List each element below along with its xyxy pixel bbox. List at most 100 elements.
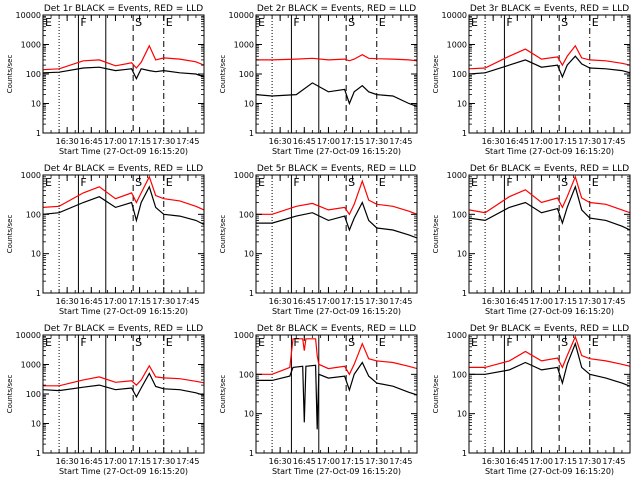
flag-label: E — [166, 176, 173, 189]
flag-label: E — [592, 176, 599, 189]
x-tick-label: 16:45 — [293, 457, 316, 466]
panel-title: Det 9r BLACK = Events, RED = LLD — [470, 324, 629, 334]
flag-label: S — [135, 16, 142, 29]
panel-title: Det 1r BLACK = Events, RED = LLD — [44, 4, 203, 14]
series-events — [256, 361, 417, 430]
flag-label: S — [135, 336, 142, 349]
x-axis-label: Start Time (27-Oct-09 16:15:20) — [272, 307, 401, 316]
y-tick-label: 1 — [36, 129, 41, 138]
series-group — [43, 364, 204, 399]
x-axis-label: Start Time (27-Oct-09 16:15:20) — [272, 147, 401, 156]
y-tick-label: 10000 — [442, 11, 467, 20]
series-group — [469, 44, 630, 79]
x-tick-label: 16:30 — [269, 457, 292, 466]
y-tick-label: 10 — [244, 250, 254, 259]
x-tick-label: 17:15 — [128, 137, 151, 146]
x-tick-label: 17:30 — [578, 457, 601, 466]
y-tick-label: 1000 — [447, 171, 467, 180]
series-lld — [256, 338, 417, 376]
flag-label: F — [506, 176, 512, 189]
x-tick-label: 16:30 — [56, 137, 79, 146]
x-tick-label: 17:30 — [578, 137, 601, 146]
series-events — [43, 185, 204, 226]
panel-det-6: Det 6r BLACK = Events, RED = LLD E F S E 1 10 1… — [432, 164, 631, 316]
y-axis-label: Counts/sec — [6, 375, 14, 414]
series-group — [43, 44, 204, 80]
x-tick-label: 17:15 — [554, 457, 577, 466]
y-tick-label: 1000 — [21, 171, 41, 180]
y-tick-label: 100 — [26, 390, 41, 399]
x-tick-label: 17:45 — [602, 457, 625, 466]
x-axis-label: Start Time (27-Oct-09 16:15:20) — [485, 147, 614, 156]
x-tick-label: 16:45 — [80, 297, 103, 306]
x-tick-label: 16:45 — [80, 137, 103, 146]
x-tick-label: 17:45 — [602, 137, 625, 146]
flag-label: E — [592, 16, 599, 29]
y-tick-label: 100 — [452, 210, 467, 219]
flag-label: E — [379, 336, 386, 349]
flag-label: E — [592, 336, 599, 349]
series-lld — [43, 44, 204, 71]
y-tick-label: 1 — [462, 289, 467, 298]
y-tick-label: 1 — [36, 289, 41, 298]
x-tick-label: 17:45 — [176, 137, 199, 146]
x-tick-label: 17:00 — [530, 297, 553, 306]
y-tick-label: 100 — [26, 210, 41, 219]
x-tick-label: 16:45 — [293, 297, 316, 306]
x-tick-label: 17:00 — [104, 457, 127, 466]
flag-label: E — [258, 16, 265, 29]
x-axis-label: Start Time (27-Oct-09 16:15:20) — [272, 467, 401, 476]
x-tick-label: 17:30 — [152, 297, 175, 306]
panel-det-2: Det 2r BLACK = Events, RED = LLD E F S E 1 10 1… — [219, 4, 418, 156]
x-tick-label: 17:45 — [176, 457, 199, 466]
y-tick-label: 100 — [239, 70, 254, 79]
y-tick-label: 10000 — [16, 11, 41, 20]
y-tick-label: 10 — [31, 100, 41, 109]
plot-frame — [42, 334, 205, 454]
flag-label: S — [348, 336, 355, 349]
flag-label: F — [80, 336, 86, 349]
flag-label: E — [379, 16, 386, 29]
flag-label: E — [471, 336, 478, 349]
x-tick-label: 17:45 — [389, 297, 412, 306]
x-tick-label: 17:30 — [365, 297, 388, 306]
y-tick-label: 1 — [249, 129, 254, 138]
x-tick-label: 17:15 — [341, 457, 364, 466]
x-tick-label: 17:30 — [365, 137, 388, 146]
flag-label: S — [348, 176, 355, 189]
series-lld — [469, 335, 630, 369]
plot-frame — [255, 174, 418, 294]
y-tick-label: 10000 — [229, 11, 254, 20]
y-tick-label: 10 — [457, 410, 467, 419]
plot-frame — [42, 14, 205, 134]
flag-label: E — [379, 176, 386, 189]
y-tick-label: 100 — [239, 210, 254, 219]
flag-label: E — [45, 16, 52, 29]
y-axis-label: Counts/sec — [6, 215, 14, 254]
series-events — [469, 55, 630, 79]
x-tick-label: 16:30 — [482, 297, 505, 306]
flag-label: F — [80, 176, 86, 189]
plot-frame — [255, 14, 418, 134]
y-axis-label: Counts/sec — [6, 55, 14, 94]
y-tick-label: 1 — [36, 449, 41, 458]
y-tick-label: 1 — [249, 289, 254, 298]
series-group — [469, 175, 630, 231]
flag-label: F — [506, 336, 512, 349]
x-tick-label: 17:00 — [317, 137, 340, 146]
y-axis-label: Counts/sec — [432, 215, 440, 254]
y-axis-label: Counts/sec — [219, 215, 227, 254]
y-tick-label: 100 — [452, 70, 467, 79]
x-axis-label: Start Time (27-Oct-09 16:15:20) — [485, 467, 614, 476]
x-tick-label: 17:15 — [554, 297, 577, 306]
panel-title: Det 4r BLACK = Events, RED = LLD — [44, 164, 203, 174]
series-lld — [256, 179, 417, 216]
y-tick-label: 1000 — [234, 41, 254, 50]
x-tick-label: 17:30 — [578, 297, 601, 306]
x-tick-label: 16:30 — [482, 137, 505, 146]
y-axis-label: Counts/sec — [219, 375, 227, 414]
x-tick-label: 17:45 — [602, 297, 625, 306]
panel-det-1: Det 1r BLACK = Events, RED = LLD E F S E 1 10 1… — [6, 4, 205, 156]
series-group — [256, 54, 417, 107]
x-tick-label: 17:30 — [152, 457, 175, 466]
